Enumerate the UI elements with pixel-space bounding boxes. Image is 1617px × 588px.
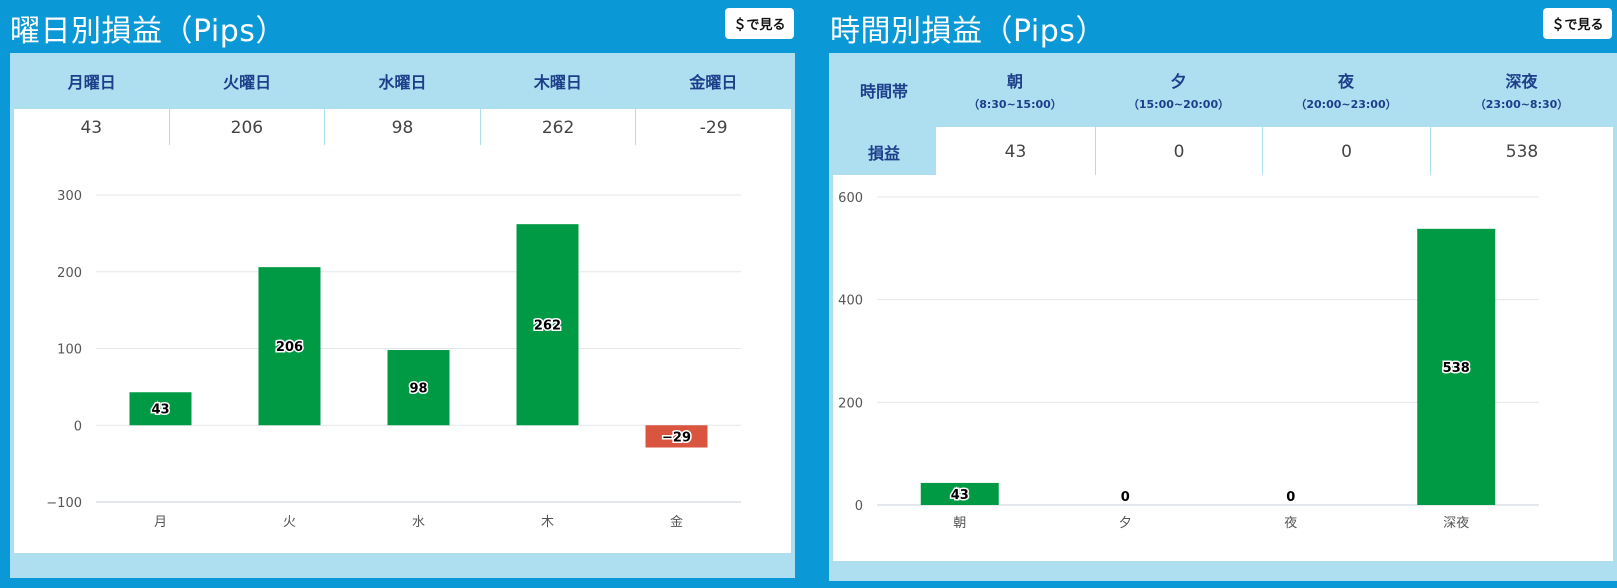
weekday-table: 月曜日 火曜日 水曜日 木曜日 金曜日 43 206 98 262 -29 <box>14 53 791 147</box>
time-row-label: 損益 <box>867 143 900 163</box>
time-header-evening-label: 夕 <box>1170 72 1187 91</box>
time-header-morning: 朝 （8:30~15:00） <box>935 53 1095 127</box>
weekday-bar-chart: −100 0 100 200 300 43 月 206 火 98 水 262 木 −29 金 <box>46 189 741 530</box>
weekday-value-mon: 43 <box>80 118 103 138</box>
weekday-header-tue: 火曜日 <box>223 73 272 92</box>
time-value-evening: 0 <box>1095 127 1262 176</box>
weekday-panel: 曜日別損益（Pips） ＄で見る 月曜日 火曜日 水曜日 木曜日 金曜日 43 … <box>0 0 806 588</box>
weekday-chart-x-tick-label: 月 <box>154 515 167 530</box>
time-header-late-night: 深夜 （23:00~8:30） <box>1430 53 1613 127</box>
time-chart-bar[interactable] <box>920 482 999 505</box>
weekday-panel-title: 曜日別損益（Pips） <box>10 14 286 49</box>
weekday-chart-area: −100 0 100 200 300 43 月 206 火 98 水 262 木 −29 金 <box>14 145 791 553</box>
time-header-late-night-label: 深夜 <box>1505 72 1538 91</box>
weekday-chart-x-tick-label: 木 <box>541 515 554 530</box>
time-table-values: 損益 43 0 0 538 <box>833 127 1613 176</box>
weekday-value-tue: 206 <box>168 109 325 147</box>
weekday-chart-bar[interactable] <box>129 392 192 426</box>
time-value-late-night: 538 <box>1430 127 1613 176</box>
weekday-value-wed: 98 <box>324 109 480 147</box>
time-value-morning: 43 <box>935 127 1095 176</box>
time-bar-chart: 0 200 400 600 43 朝 0 夕 0 夜 538 深夜 <box>838 191 1539 531</box>
weekday-chart-bar[interactable] <box>645 425 708 448</box>
weekday-table-values: 43 206 98 262 -29 <box>14 109 791 147</box>
weekday-chart-y-tick-label: 0 <box>74 419 82 434</box>
weekday-chart-data-label: 98 <box>409 382 427 397</box>
time-chart-y-tick-label: 200 <box>838 396 863 411</box>
time-header-night-label: 夜 <box>1337 72 1354 91</box>
weekday-header-thu: 木曜日 <box>533 73 582 92</box>
time-chart-bar[interactable] <box>1417 228 1496 505</box>
time-chart-y-tick-label: 400 <box>838 294 863 309</box>
weekday-header-fri: 金曜日 <box>689 73 738 92</box>
weekday-value-thu: 262 <box>479 109 636 147</box>
weekday-header-mon: 月曜日 <box>67 73 116 92</box>
time-panel-title: 時間別損益（Pips） <box>830 14 1106 49</box>
weekday-chart-data-label: 206 <box>276 340 303 355</box>
weekday-usd-button[interactable]: ＄で見る <box>725 8 794 39</box>
time-chart-y-tick-label: 0 <box>855 499 863 514</box>
time-chart-x-tick-label: 朝 <box>953 516 966 531</box>
time-chart-data-label: 0 <box>1286 490 1295 505</box>
weekday-header-wed: 水曜日 <box>378 73 427 92</box>
weekday-chart-data-label: 43 <box>151 403 169 418</box>
weekday-chart-y-tick-label: 200 <box>57 266 82 281</box>
time-header-morning-range: （8:30~15:00） <box>968 98 1062 111</box>
time-usd-button[interactable]: ＄で見る <box>1543 8 1612 39</box>
weekday-chart-x-tick-label: 金 <box>670 514 683 530</box>
time-chart-x-tick-label: 深夜 <box>1443 516 1469 531</box>
time-chart-x-tick-label: 夕 <box>1119 516 1132 531</box>
time-header-night-range: （20:00~23:00） <box>1295 98 1397 111</box>
time-chart-y-tick-label: 600 <box>838 191 863 206</box>
time-header-late-night-range: （23:00~8:30） <box>1474 98 1569 111</box>
weekday-chart-x-tick-label: 火 <box>283 515 296 530</box>
time-corner-label: 時間帯 <box>833 53 935 127</box>
weekday-chart-bar[interactable] <box>258 267 321 426</box>
time-header-evening-range: （15:00~20:00） <box>1127 98 1230 111</box>
time-corner-label-text: 時間帯 <box>859 82 908 101</box>
time-chart-data-label: 538 <box>1443 361 1470 376</box>
time-card: 時間帯 朝 （8:30~15:00） 夕 （15:00~20:00） 夜 （20… <box>829 53 1617 581</box>
time-panel: 時間別損益（Pips） ＄で見る 時間帯 朝 （8:30~15:00） 夕 （1… <box>820 0 1617 588</box>
time-chart-data-label: 0 <box>1121 490 1130 505</box>
time-value-night: 0 <box>1262 127 1430 176</box>
weekday-chart-y-tick-label: 300 <box>57 189 82 204</box>
time-chart-area: 0 200 400 600 43 朝 0 夕 0 夜 538 深夜 <box>833 175 1613 561</box>
weekday-chart-bar[interactable] <box>387 350 450 426</box>
time-table: 時間帯 朝 （8:30~15:00） 夕 （15:00~20:00） 夜 （20… <box>833 53 1613 176</box>
weekday-chart-bar[interactable] <box>516 224 579 426</box>
weekday-chart-data-label: −29 <box>662 430 691 445</box>
weekday-card: 月曜日 火曜日 水曜日 木曜日 金曜日 43 206 98 262 -29 −1… <box>10 53 795 578</box>
time-header-morning-label: 朝 <box>1006 72 1023 91</box>
time-header-night: 夜 （20:00~23:00） <box>1262 53 1430 127</box>
weekday-table-header: 月曜日 火曜日 水曜日 木曜日 金曜日 <box>14 53 791 109</box>
weekday-value-fri: -29 <box>635 109 791 147</box>
time-chart-x-tick-label: 夜 <box>1284 516 1297 531</box>
time-chart-data-label: 43 <box>951 488 969 503</box>
weekday-chart-y-tick-label: −100 <box>46 496 82 511</box>
weekday-chart-x-tick-label: 水 <box>412 515 425 530</box>
time-header-evening: 夕 （15:00~20:00） <box>1095 53 1262 127</box>
time-table-header: 時間帯 朝 （8:30~15:00） 夕 （15:00~20:00） 夜 （20… <box>833 53 1613 127</box>
weekday-chart-y-tick-label: 100 <box>57 343 82 358</box>
weekday-chart-data-label: 262 <box>534 319 561 334</box>
